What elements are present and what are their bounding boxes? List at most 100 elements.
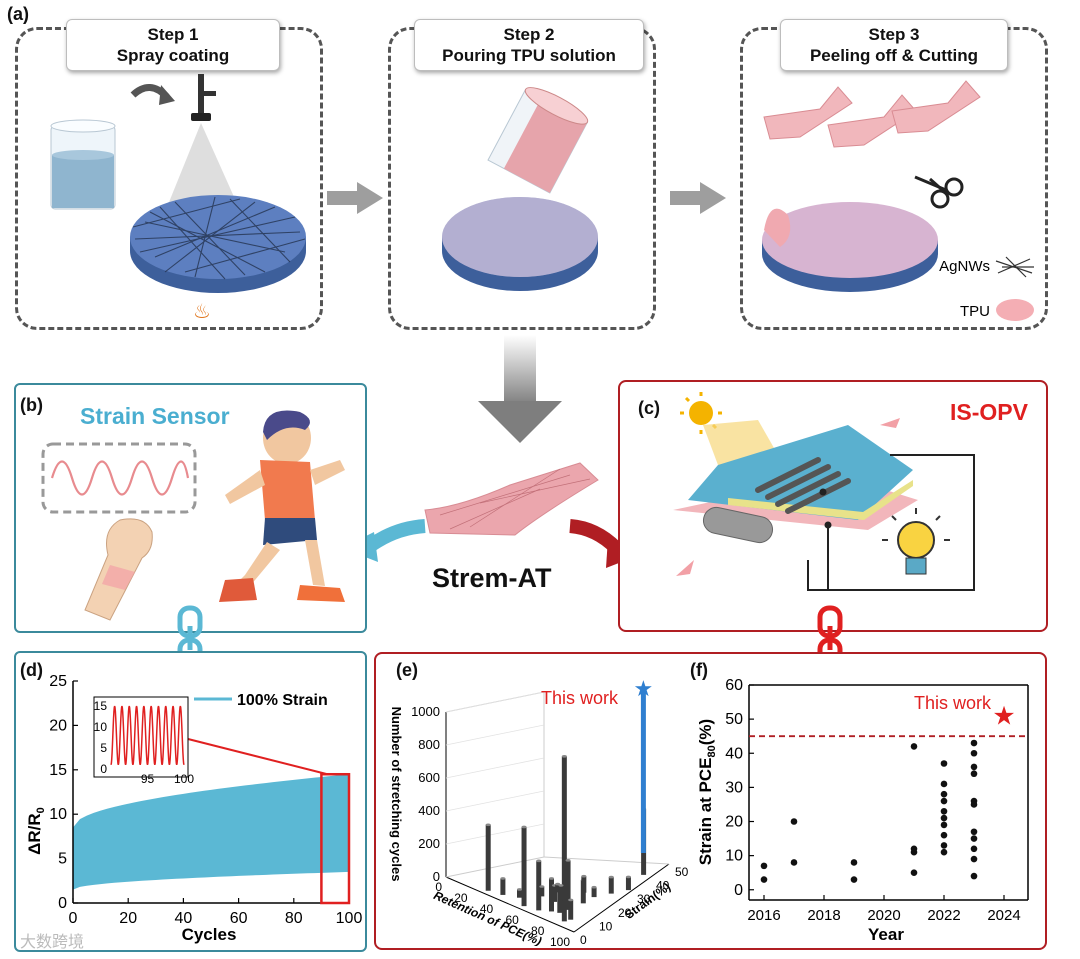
- chart-e-ytick-label: 50: [675, 865, 689, 879]
- chart-e-thiswork-star: ★: [634, 676, 654, 701]
- chart-f-point: [970, 763, 978, 771]
- chart-e-ztick-label: 200: [418, 836, 440, 851]
- chart-f-point: [910, 848, 918, 856]
- chart-f-point: [940, 807, 948, 815]
- chart-f: 0 10 20 30 40 50 60 2016 2018 2020 2022 2024 ★ Thi…: [696, 677, 1029, 944]
- chart-e-bar-cap: [625, 875, 631, 879]
- chart-e-ytick-label: 10: [599, 919, 613, 933]
- chart-e-zlabel: Number of stretching cycles: [389, 707, 404, 882]
- chart-e-xtick-label: 40: [480, 902, 494, 916]
- chart-f-annotation: This work: [914, 693, 992, 713]
- chart-e-bar-cap: [536, 859, 542, 863]
- panel-c-title: IS-OPV: [950, 399, 1028, 425]
- chart-e-ztick-label: 600: [418, 770, 440, 785]
- spray-gun-icon: [191, 74, 216, 121]
- step1-subtitle: Spray coating: [116, 46, 230, 65]
- chart-e-gridline: [445, 691, 545, 713]
- chart-f-point: [940, 780, 948, 788]
- chart-f-ytick-label: 50: [725, 711, 743, 728]
- chart-f-point: [970, 801, 978, 808]
- chart-f-point: [940, 842, 948, 849]
- chart-e-ytick-label: 40: [656, 879, 670, 893]
- chart-e-bar-cap: [591, 885, 597, 889]
- electrode-pad: [702, 506, 774, 544]
- agnws-legend-icon: [995, 256, 1034, 278]
- chart-e-bar-cap: [581, 874, 587, 878]
- chart-f-thiswork-star: ★: [992, 701, 1015, 731]
- strem-at-film: [424, 462, 599, 536]
- step3-subtitle: Peeling off & Cutting: [809, 46, 979, 65]
- chart-f-point: [970, 845, 978, 853]
- chart-e-ztick-label: 800: [418, 737, 440, 752]
- beaker-icon: [50, 119, 116, 210]
- chart-e-bar-cap: [565, 859, 571, 862]
- chart-d-ylabel: ΔR/R0: [25, 807, 47, 855]
- chart-d-legend: 100% Strain: [237, 692, 328, 709]
- chart-f-point: [790, 818, 798, 825]
- chart-f-point: [970, 835, 978, 842]
- chart-f-point: [760, 862, 768, 870]
- step2-title: Step 2: [503, 25, 555, 44]
- chart-f-xtick-label: 2020: [867, 907, 900, 924]
- chart-d-ytick-label: 10: [49, 806, 67, 823]
- chart-e-gridline: [445, 823, 545, 845]
- chart-d-xtick-label: 100: [336, 910, 363, 927]
- panel-e-label: (e): [396, 660, 418, 680]
- step2-subtitle: Pouring TPU solution: [442, 46, 616, 65]
- chart-e-xtick-label: 20: [454, 891, 468, 905]
- panel-f-label: (f): [690, 660, 708, 680]
- chart-f-point: [970, 770, 978, 778]
- chart-d-pointer-line: [187, 738, 328, 776]
- panel-b-label: (b): [20, 395, 43, 415]
- step3-title: Step 3: [868, 25, 920, 44]
- circuit-wire: [807, 454, 975, 591]
- chart-e-bar-cap: [558, 884, 564, 887]
- chart-f-point: [940, 821, 948, 829]
- step1-title: Step 1: [147, 25, 199, 44]
- chart-d-inset-ytick-label: 15: [94, 699, 108, 713]
- arrow-step2-step3: [670, 182, 726, 214]
- chart-e-xtick-label: 80: [531, 924, 545, 938]
- chart-d-area: [73, 774, 349, 903]
- chart-d-xlabel: Cycles: [182, 925, 237, 944]
- chart-d-inset-xtick-label: 100: [174, 772, 194, 786]
- electrode-lines: [755, 457, 851, 514]
- panel-b-title: Strain Sensor: [80, 403, 230, 429]
- chart-e-bar-cap: [517, 888, 522, 891]
- chart-d-ytick-label: 15: [49, 762, 67, 779]
- step1-illustration: ♨: [50, 74, 306, 323]
- chart-e-bar-cap: [485, 823, 491, 827]
- chart-e-bar-cap: [539, 885, 545, 888]
- strain-waveform: [41, 442, 197, 514]
- chart-d-inset-xtick-label: 95: [141, 772, 155, 786]
- chart-e-xtick-label: 100: [550, 935, 570, 946]
- step2-illustration: [442, 87, 598, 291]
- chart-d-xtick-label: 20: [119, 910, 137, 927]
- chart-d-inset: 0 5 10 15 95 100: [93, 696, 194, 786]
- chart-d-ytick-label: 20: [49, 717, 67, 734]
- chart-d-xtick-label: 80: [285, 910, 303, 927]
- chart-d-inset-ytick-label: 0: [100, 762, 107, 776]
- chart-e-xlabel: Retention of PCE(%): [431, 888, 543, 946]
- chart-e-bar-cap: [568, 898, 574, 902]
- step3-card: Step 3 Peeling off & Cutting: [780, 19, 1008, 71]
- opv-active-layer: [688, 425, 913, 520]
- chart-e-ztick-label: 400: [418, 803, 440, 818]
- chart-d-inset-ytick-label: 5: [100, 741, 107, 755]
- chart-d-ytick-label: 5: [58, 851, 67, 868]
- chart-d-ytick-label: 25: [49, 673, 67, 690]
- scissors-icon: [914, 175, 964, 209]
- watermark: 大数跨境: [20, 934, 85, 951]
- panel-d-label: (d): [20, 660, 43, 680]
- legend-tpu-label: TPU: [960, 303, 990, 320]
- chart-d-inset-line: [110, 705, 185, 765]
- chart-e-ytick-label: 30: [637, 892, 651, 906]
- product-name: Strem-AT: [432, 563, 552, 593]
- chart-e-ztick-label: 1000: [411, 704, 440, 719]
- chart-d-xtick-label: 60: [230, 910, 248, 927]
- chart-f-point: [940, 848, 948, 856]
- step3-illustration: AgNWs TPU: [762, 80, 1034, 321]
- substrate-disc: [130, 195, 306, 293]
- step1-card: Step 1 Spray coating: [66, 19, 280, 71]
